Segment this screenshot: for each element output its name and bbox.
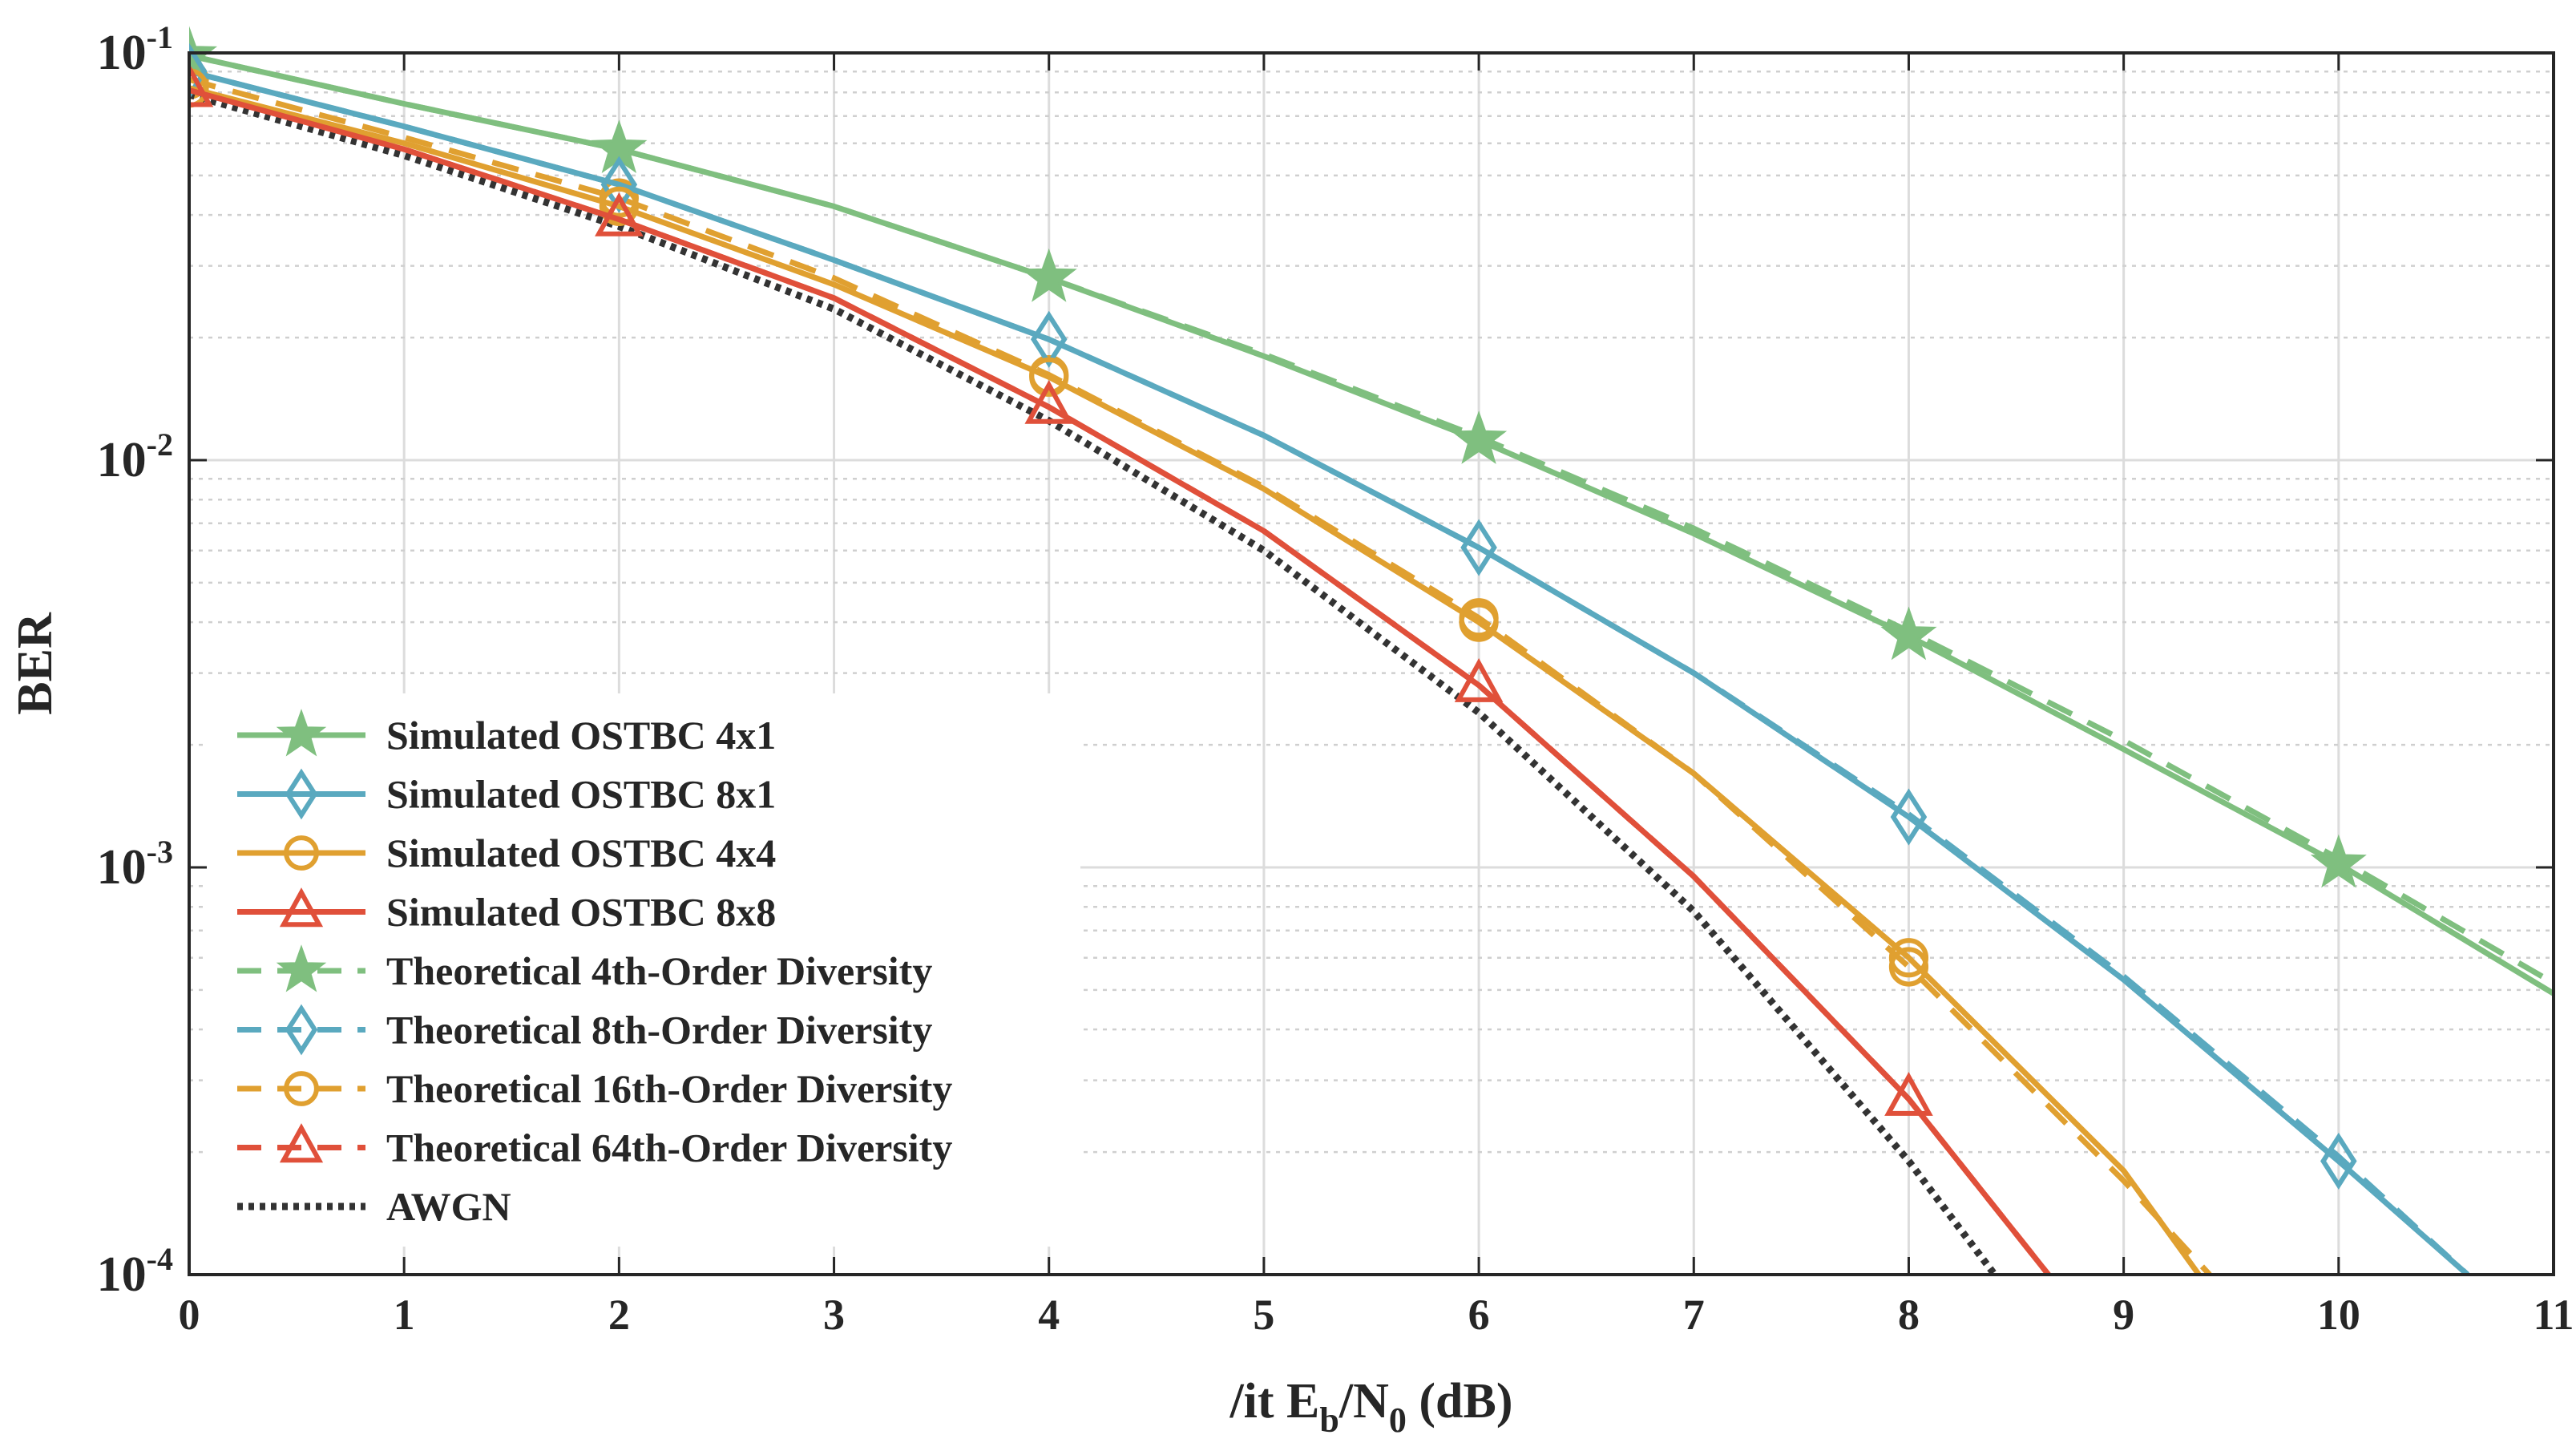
legend-entry: Simulated OSTBC 8x1 xyxy=(237,768,776,820)
legend-marker xyxy=(279,1123,324,1163)
y-tick-exponent: -3 xyxy=(147,834,173,870)
x-tick-label: 6 xyxy=(1468,1291,1490,1339)
data-point xyxy=(189,42,208,100)
x-tick-label: 7 xyxy=(1683,1291,1705,1339)
legend-box xyxy=(207,693,1080,1247)
y-tick-exponent: -4 xyxy=(147,1241,173,1277)
x-label-suffix: (dB) xyxy=(1407,1374,1513,1429)
legend-label: Theoretical 64th-Order Diversity xyxy=(386,1126,952,1170)
legend-label: Simulated OSTBC 4x1 xyxy=(386,713,776,758)
x-tick-label: 3 xyxy=(823,1291,845,1339)
y-axis-label: BER xyxy=(8,612,63,715)
x-tick-label: 2 xyxy=(608,1291,630,1339)
data-point xyxy=(189,68,209,108)
data-point xyxy=(1888,938,1929,978)
legend-label: Theoretical 4th-Order Diversity xyxy=(386,948,932,993)
x-tick-label: 4 xyxy=(1038,1291,1060,1339)
data-point xyxy=(1459,602,1499,642)
legend-entry: Simulated OSTBC 4x4 xyxy=(237,831,776,875)
y-tick-base: 10 xyxy=(97,840,147,895)
x-tick-label: 10 xyxy=(2317,1291,2360,1339)
legend-label: Theoretical 8th-Order Diversity xyxy=(386,1008,932,1053)
x-label-sub2: 0 xyxy=(1389,1400,1407,1440)
x-tick-label: 8 xyxy=(1898,1291,1920,1339)
series-line xyxy=(189,68,2470,1275)
data-point xyxy=(1890,788,1928,846)
x-tick-label: 0 xyxy=(179,1291,200,1339)
legend-entry: Simulated OSTBC 8x8 xyxy=(237,887,776,935)
legend-label: AWGN xyxy=(386,1184,511,1229)
x-tick-label: 1 xyxy=(394,1291,415,1339)
data-point xyxy=(1460,519,1497,576)
data-point xyxy=(1454,658,1504,702)
series-1 xyxy=(189,42,2470,1275)
y-tick-label: 10-1 xyxy=(97,19,173,80)
legend-entry: Theoretical 4th-Order Diversity xyxy=(237,944,932,993)
data-point xyxy=(1880,606,1937,661)
legend-marker xyxy=(284,835,319,871)
y-tick-label: 10-4 xyxy=(97,1241,173,1302)
legend-marker xyxy=(276,944,327,992)
x-label-sub1: b xyxy=(1319,1400,1338,1440)
series-line xyxy=(189,87,2051,1275)
series-layer xyxy=(189,26,2555,1275)
series-8 xyxy=(189,91,1998,1275)
x-label-mid: /N xyxy=(1338,1374,1389,1429)
y-tick-label: 10-3 xyxy=(97,834,173,895)
legend-label: Simulated OSTBC 4x4 xyxy=(386,831,776,875)
data-point xyxy=(1029,357,1069,397)
legend-label: Simulated OSTBC 8x1 xyxy=(386,772,776,817)
data-point xyxy=(1451,410,1508,464)
legend-marker xyxy=(279,887,324,928)
y-tick-base: 10 xyxy=(97,1247,147,1302)
data-point xyxy=(2320,1132,2357,1190)
y-tick-exponent: -2 xyxy=(147,426,173,463)
legend-label: Simulated OSTBC 8x8 xyxy=(386,890,776,935)
data-point xyxy=(2310,834,2367,888)
legend-entry: Simulated OSTBC 4x1 xyxy=(237,709,776,758)
x-axis-label: /it Eb/N0 (dB) xyxy=(1229,1374,1512,1440)
legend-marker xyxy=(276,709,327,757)
legend-entry: Theoretical 8th-Order Diversity xyxy=(237,1004,932,1056)
data-point xyxy=(1030,310,1068,368)
series-line xyxy=(189,85,2202,1275)
data-point xyxy=(1884,1072,1933,1116)
plot-frame xyxy=(188,51,2555,1276)
series-line xyxy=(189,91,1998,1275)
legend-entry: Theoretical 64th-Order Diversity xyxy=(237,1123,952,1170)
y-tick-exponent: -1 xyxy=(147,19,173,55)
legend-marker xyxy=(285,1004,318,1056)
y-tick-base: 10 xyxy=(97,433,147,487)
series-0 xyxy=(189,26,2555,996)
data-point xyxy=(599,186,639,226)
y-tick-label: 10-2 xyxy=(97,426,173,487)
data-point xyxy=(595,192,644,236)
x-label-prefix: /it E xyxy=(1229,1374,1319,1429)
x-tick-label: 9 xyxy=(2113,1291,2134,1339)
series-line xyxy=(189,52,2555,996)
x-tick-label: 11 xyxy=(2533,1291,2574,1339)
data-point xyxy=(1024,379,1074,424)
x-tick-label: 5 xyxy=(1253,1291,1274,1339)
legend-marker xyxy=(285,768,318,820)
y-tick-base: 10 xyxy=(97,26,147,80)
legend-entry: Theoretical 16th-Order Diversity xyxy=(237,1066,952,1111)
series-2 xyxy=(189,68,2202,1275)
series-line xyxy=(189,76,2212,1275)
legend-label: Theoretical 16th-Order Diversity xyxy=(386,1066,952,1111)
legend-entry: AWGN xyxy=(237,1184,511,1229)
legend-marker xyxy=(284,1071,319,1106)
data-point xyxy=(1020,248,1077,302)
legend: Simulated OSTBC 4x1 Simulated OSTBC 8x1 Si… xyxy=(207,693,1080,1247)
